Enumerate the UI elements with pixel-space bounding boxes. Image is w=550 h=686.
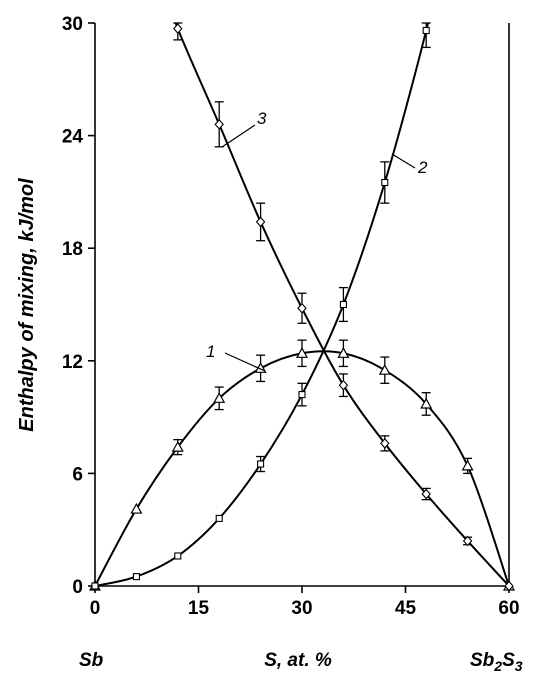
- x-tick-label: 30: [291, 598, 312, 619]
- series-3-point: [462, 535, 473, 547]
- x-axis-label: S, at. %: [264, 650, 332, 671]
- right-end-label-sub1: 2: [493, 658, 502, 674]
- series-3-point: [380, 438, 390, 449]
- curve-1-leader: [224, 352, 266, 372]
- series-1-point: [337, 347, 350, 358]
- series-2-point: [91, 582, 99, 590]
- right-end-label-base: Sb: [470, 650, 495, 671]
- x-tick-label: 45: [395, 598, 417, 619]
- series-2-point: [132, 573, 140, 581]
- series-1-point: [213, 392, 226, 403]
- series-3-point: [297, 302, 307, 314]
- x-tick-label: 60: [498, 598, 519, 619]
- series-1-point: [130, 502, 143, 514]
- series-3-point: [214, 119, 224, 130]
- curve-3-leader: [221, 124, 256, 148]
- labels: Enthalpy of mixing, kJ/mol S, at. % Sb S…: [16, 109, 523, 674]
- series-2-point: [422, 26, 430, 35]
- series-3-point: [421, 488, 431, 500]
- y-axis-label: Enthalpy of mixing, kJ/mol: [16, 178, 38, 432]
- series-2-point: [339, 300, 347, 309]
- curve-label-2: 2: [417, 158, 428, 177]
- y-tick-label: 24: [62, 127, 84, 148]
- y-tick-label: 18: [62, 239, 83, 260]
- series-1-point: [378, 363, 391, 375]
- right-end-label: Sb2S3: [470, 650, 523, 674]
- series-2-point: [215, 514, 223, 522]
- y-tick-label: 30: [62, 14, 83, 35]
- series-3-point: [504, 580, 514, 592]
- curve-2-leader: [391, 153, 416, 169]
- series-2-point: [381, 178, 389, 187]
- y-tick-label: 0: [72, 577, 83, 598]
- y-tick-label: 6: [72, 464, 83, 485]
- right-end-label-sub2: 3: [515, 658, 523, 674]
- series-3-point: [338, 379, 349, 391]
- markers: [88, 22, 516, 592]
- y-tick-label: 12: [62, 352, 83, 373]
- series-2-point: [257, 460, 265, 468]
- curve-label-3: 3: [257, 109, 267, 128]
- right-end-label-mid: S: [502, 650, 515, 671]
- series-3-point: [173, 23, 183, 34]
- left-end-label: Sb: [79, 650, 104, 671]
- series-2-point: [174, 552, 182, 560]
- series-1-point: [171, 440, 184, 452]
- x-tick-label: 0: [90, 598, 101, 619]
- x-tick-label: 15: [188, 598, 210, 619]
- series-3-point: [255, 216, 266, 228]
- series-1-point: [461, 459, 474, 471]
- series-1-point: [295, 347, 309, 358]
- curve-label-1: 1: [206, 342, 215, 361]
- series-1-point: [420, 397, 433, 409]
- series-2-line: [95, 23, 430, 586]
- series-2-point: [298, 391, 306, 399]
- series-3-line: [174, 23, 509, 586]
